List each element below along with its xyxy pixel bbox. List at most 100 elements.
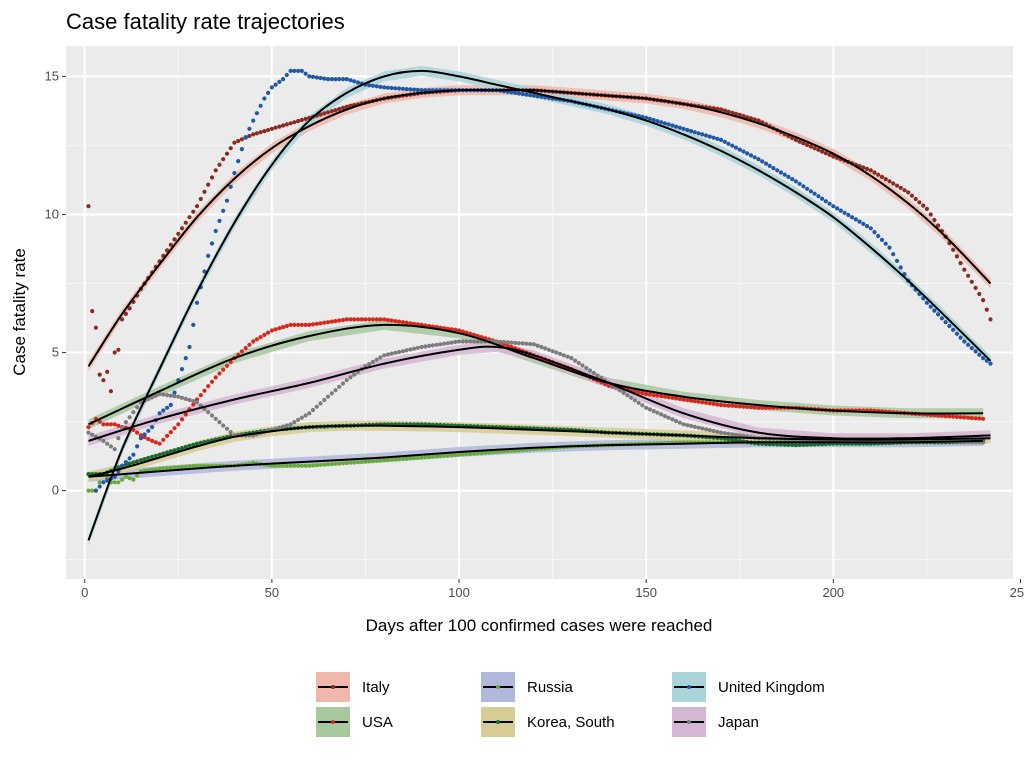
- data-point: [120, 425, 125, 430]
- data-point: [254, 337, 259, 342]
- data-point: [284, 72, 289, 78]
- data-point: [861, 221, 866, 226]
- data-point: [135, 430, 140, 435]
- data-point: [183, 396, 188, 401]
- plot-panel: [66, 46, 1013, 579]
- data-point: [322, 111, 327, 116]
- data-point: [146, 437, 151, 442]
- data-point: [823, 151, 828, 156]
- data-point: [86, 472, 91, 477]
- data-point: [105, 369, 110, 374]
- data-point: [101, 422, 106, 427]
- data-point: [284, 423, 289, 428]
- data-point: [397, 86, 402, 91]
- data-point: [423, 344, 428, 349]
- data-point: [966, 415, 971, 420]
- data-point: [367, 362, 372, 367]
- data-point: [176, 231, 181, 236]
- data-point: [194, 204, 200, 209]
- data-point: [505, 343, 510, 348]
- data-point: [292, 420, 297, 425]
- data-point: [183, 464, 188, 469]
- data-point: [790, 442, 795, 447]
- data-point: [236, 159, 241, 164]
- data-point: [307, 463, 312, 468]
- data-point: [116, 347, 121, 352]
- data-point: [135, 459, 140, 464]
- data-point: [146, 428, 151, 433]
- data-point: [554, 350, 559, 355]
- data-point: [359, 459, 364, 464]
- data-point: [93, 325, 98, 330]
- data-point: [722, 431, 727, 436]
- data-point: [299, 463, 304, 468]
- data-point: [344, 317, 349, 322]
- data-point: [531, 342, 537, 347]
- data-point: [281, 463, 286, 468]
- legend-key-point: [331, 685, 335, 689]
- data-point: [153, 393, 158, 398]
- legend-label: USA: [362, 714, 393, 731]
- data-point: [468, 451, 473, 456]
- data-point: [370, 459, 375, 464]
- legend-item: Italy: [316, 672, 390, 702]
- data-point: [194, 300, 200, 305]
- data-point: [131, 427, 136, 432]
- data-point: [385, 85, 390, 90]
- data-point: [307, 411, 312, 416]
- data-point: [700, 132, 705, 137]
- data-point: [666, 122, 671, 127]
- data-point: [715, 429, 720, 434]
- data-point: [659, 120, 664, 125]
- data-point: [266, 90, 271, 95]
- data-point: [632, 398, 638, 403]
- data-point: [820, 149, 825, 154]
- data-point: [318, 112, 323, 117]
- data-point: [172, 448, 177, 453]
- data-point: [805, 142, 810, 147]
- data-point: [318, 462, 323, 467]
- data-point: [120, 477, 125, 482]
- data-point: [202, 189, 207, 194]
- data-point: [733, 145, 739, 150]
- data-point: [924, 300, 930, 305]
- y-axis-title: Case fatality rate: [10, 248, 29, 376]
- data-point: [640, 391, 645, 396]
- legend-label: Russia: [527, 679, 574, 696]
- data-point: [273, 82, 278, 87]
- data-point: [718, 430, 724, 435]
- data-point: [483, 336, 488, 341]
- data-point: [741, 114, 746, 119]
- data-point: [748, 153, 754, 158]
- data-point: [434, 454, 439, 459]
- data-point: [273, 125, 278, 130]
- data-point: [823, 199, 828, 204]
- data-point: [820, 196, 825, 201]
- data-point: [782, 442, 787, 447]
- data-point: [131, 477, 136, 482]
- data-point: [314, 404, 319, 409]
- data-point: [726, 141, 731, 146]
- data-point: [101, 480, 106, 485]
- data-point: [531, 93, 537, 98]
- data-point: [337, 318, 342, 323]
- data-point: [509, 90, 514, 95]
- data-point: [561, 353, 566, 358]
- data-point: [374, 357, 379, 362]
- data-point: [340, 77, 346, 82]
- data-point: [505, 340, 510, 345]
- data-point: [112, 422, 117, 427]
- data-point: [494, 339, 499, 344]
- data-point: [90, 432, 95, 437]
- data-point: [269, 463, 274, 468]
- data-point: [217, 371, 222, 376]
- data-point: [329, 391, 334, 396]
- data-point: [337, 461, 342, 466]
- data-point: [733, 404, 739, 409]
- y-tick-label: 15: [45, 68, 59, 83]
- data-point: [191, 402, 196, 407]
- data-point: [325, 320, 331, 325]
- data-point: [277, 463, 282, 468]
- data-point: [415, 87, 420, 92]
